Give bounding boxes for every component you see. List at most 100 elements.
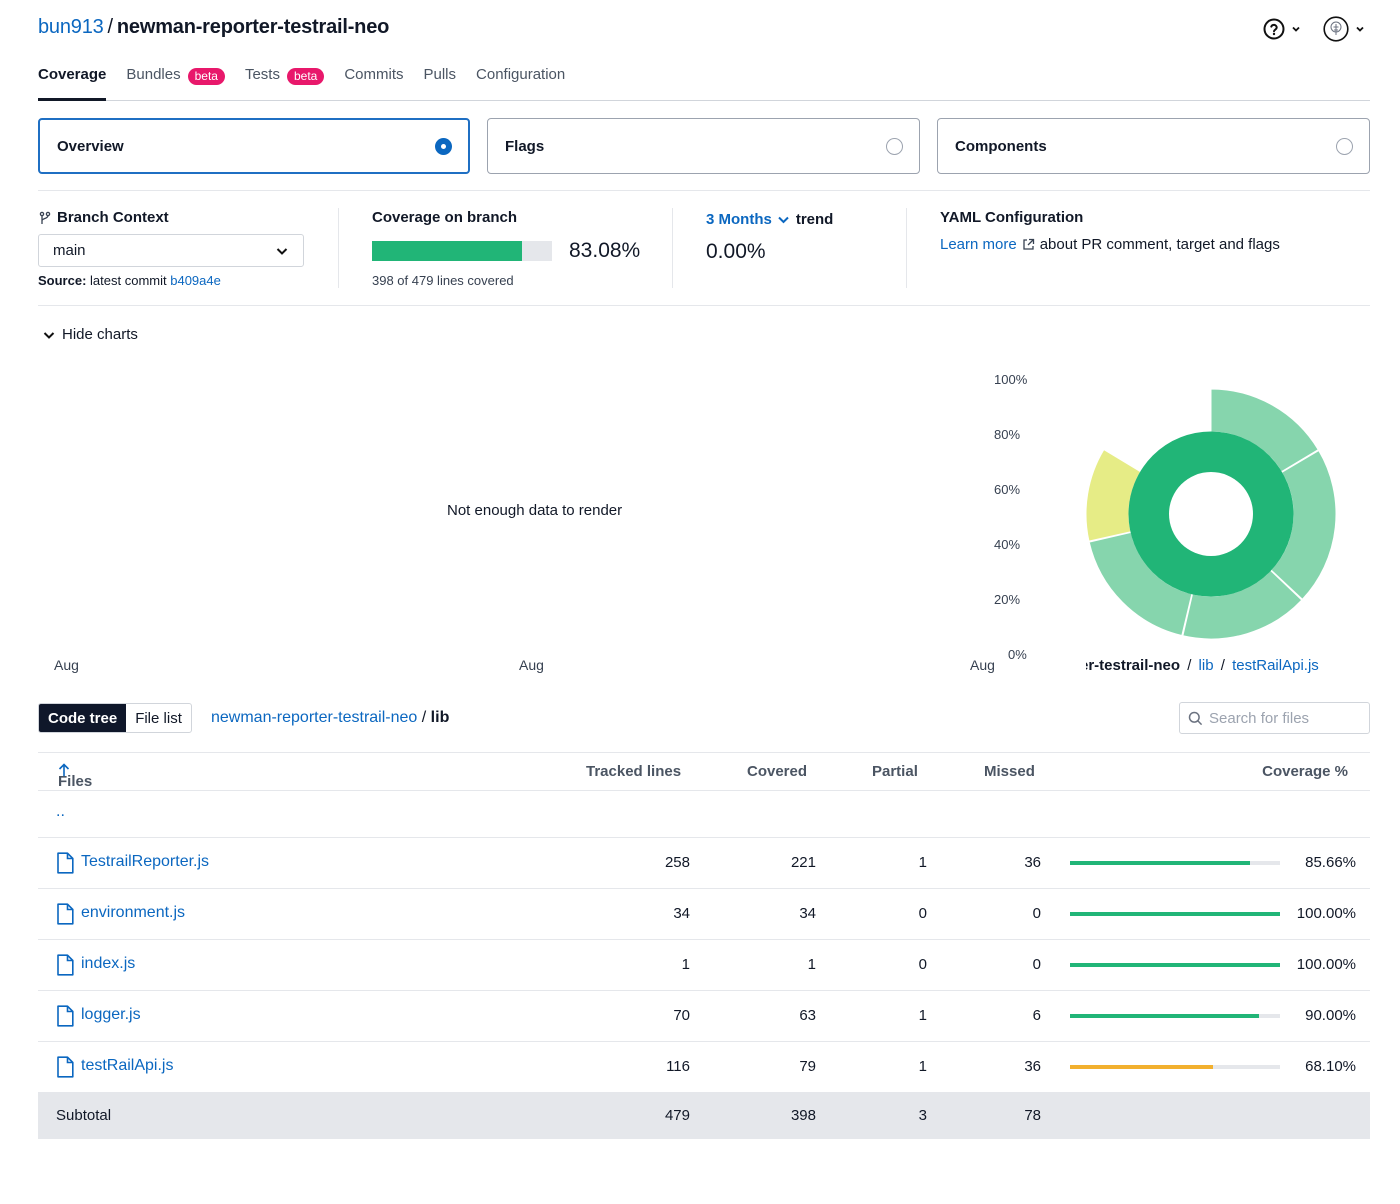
partial-cell: 0 [918, 905, 927, 922]
owner-link[interactable]: bun913 [38, 16, 104, 38]
table-row[interactable]: logger.js 70 63 1 6 90.00% [38, 991, 1370, 1042]
help-menu-button[interactable] [1263, 18, 1301, 40]
parent-directory-link[interactable]: .. [56, 803, 65, 820]
table-row[interactable]: environment.js 34 34 0 0 100.00% [38, 889, 1370, 940]
covered-cell: 79 [799, 1058, 816, 1075]
hide-charts-toggle[interactable]: Hide charts [42, 326, 138, 343]
trend-range-label: 3 Months [706, 211, 772, 228]
tab-label: Pulls [423, 66, 457, 83]
file-link[interactable]: TestrailReporter.js [81, 853, 210, 870]
file-icon [57, 852, 74, 874]
view-toggle: Code tree File list [38, 703, 192, 733]
coverage-progress-fill [372, 241, 522, 261]
sunburst-breadcrumb: er-testrail-neo / lib / testRailApi.js [1086, 657, 1386, 674]
tracked-lines-header[interactable]: Tracked lines [586, 763, 682, 780]
files-column-header[interactable]: Files [58, 763, 92, 790]
yaml-title: YAML Configuration [940, 209, 1084, 226]
tab-commits[interactable]: Commits [344, 66, 403, 101]
trend-range-select[interactable]: 3 Months [706, 211, 790, 228]
coverage-bar-fill [1070, 861, 1250, 865]
trend-header: 3 Months trend [706, 211, 833, 228]
file-list-button[interactable]: File list [135, 709, 182, 727]
coverage-header[interactable]: Coverage % [1262, 763, 1348, 780]
missed-cell: 6 [1032, 1007, 1041, 1024]
y-axis-tick: 60% [994, 482, 1021, 497]
files-header-label: Files [58, 773, 93, 790]
user-menu-button[interactable] [1323, 16, 1365, 42]
missed-cell: 36 [1024, 1058, 1041, 1075]
overview-option[interactable]: Overview [38, 118, 470, 174]
sunburst-path-link[interactable]: lib [1198, 657, 1214, 674]
repo-tabs: Coverage Bundles beta Tests beta Commits P… [38, 66, 1370, 101]
code-tree-button[interactable]: Code tree [39, 704, 127, 732]
y-axis-tick: 100% [994, 372, 1028, 387]
coverage-bar [1070, 1014, 1280, 1018]
learn-more-link[interactable]: Learn more [940, 236, 1017, 253]
coverage-bar [1070, 861, 1280, 865]
sunburst-center [1169, 472, 1253, 556]
parent-directory-row[interactable]: .. [38, 791, 1370, 838]
search-input[interactable] [1209, 709, 1359, 727]
tab-label: Configuration [476, 66, 566, 83]
tab-configuration[interactable]: Configuration [476, 66, 565, 101]
files-table: Files Tracked lines Covered Partial Miss… [38, 752, 1370, 1139]
missed-cell: 36 [1024, 854, 1041, 871]
tab-pulls[interactable]: Pulls [424, 66, 457, 101]
external-link-icon [1023, 238, 1034, 250]
coverage-bar-fill [1070, 963, 1280, 967]
branch-select[interactable]: main [38, 234, 304, 267]
covered-header[interactable]: Covered [747, 763, 808, 780]
tracked-lines-cell: 1 [681, 956, 690, 973]
coverage-bar [1070, 1065, 1280, 1069]
flags-option[interactable]: Flags [487, 118, 920, 174]
y-axis-tick: 40% [994, 537, 1021, 552]
table-row[interactable]: TestrailReporter.js 258 221 1 36 85.66% [38, 838, 1370, 889]
sunburst-inner-ring[interactable] [1128, 431, 1294, 597]
branch-context-header: Branch Context [38, 209, 169, 226]
overview-label: Overview [57, 137, 124, 155]
covered-cell: 34 [799, 905, 816, 922]
avatar-icon [1323, 16, 1349, 42]
tab-label: Tests [244, 66, 280, 83]
tab-bundles[interactable]: Bundles beta [126, 66, 225, 101]
table-header: Files Tracked lines Covered Partial Miss… [38, 752, 1370, 791]
file-link[interactable]: index.js [81, 955, 136, 972]
table-row[interactable]: testRailApi.js 116 79 1 36 68.10% [38, 1042, 1370, 1093]
subtotal-covered: 398 [790, 1107, 816, 1124]
yaml-description: Learn more about PR comment, target and … [940, 236, 1280, 253]
tracked-lines-cell: 258 [664, 854, 690, 871]
source-text: latest commit [90, 273, 167, 288]
file-link[interactable]: testRailApi.js [81, 1057, 174, 1074]
coverage-percent-cell: 100.00% [1296, 956, 1356, 973]
chart-empty-message: Not enough data to render [447, 502, 623, 519]
divider [672, 208, 673, 288]
tab-coverage[interactable]: Coverage [38, 66, 107, 101]
commit-link[interactable]: b409a4e [170, 273, 221, 288]
x-axis-tick: Aug [54, 657, 79, 673]
flags-label: Flags [505, 137, 545, 155]
subtotal-tracked: 479 [664, 1107, 690, 1124]
help-circle-icon [1263, 18, 1285, 40]
sunburst-path-link[interactable]: testRailApi.js [1232, 657, 1319, 674]
tab-tests[interactable]: Tests beta [244, 66, 325, 101]
radio-selected-icon [435, 137, 452, 155]
sunburst-path-segment: er-testrail-neo [1086, 657, 1181, 674]
missed-header[interactable]: Missed [984, 763, 1035, 780]
file-link[interactable]: logger.js [81, 1006, 141, 1023]
missed-cell: 0 [1032, 905, 1041, 922]
coverage-percentage: 83.08% [569, 239, 641, 262]
directory-root-link[interactable]: newman-reporter-testrail-neo [211, 709, 418, 726]
partial-header[interactable]: Partial [872, 763, 918, 780]
branch-value: main [53, 242, 86, 259]
table-row[interactable]: index.js 1 1 0 0 100.00% [38, 940, 1370, 991]
divider [38, 190, 1370, 191]
y-axis-tick: 20% [994, 592, 1021, 607]
components-option[interactable]: Components [937, 118, 1370, 174]
divider [906, 208, 907, 288]
sunburst-path-separator: / [1187, 657, 1192, 674]
tab-label: Bundles [126, 66, 181, 83]
partial-cell: 0 [918, 956, 927, 973]
directory-separator: / [421, 709, 427, 726]
source-line: Source: latest commit b409a4e [38, 273, 221, 288]
file-link[interactable]: environment.js [81, 904, 186, 921]
